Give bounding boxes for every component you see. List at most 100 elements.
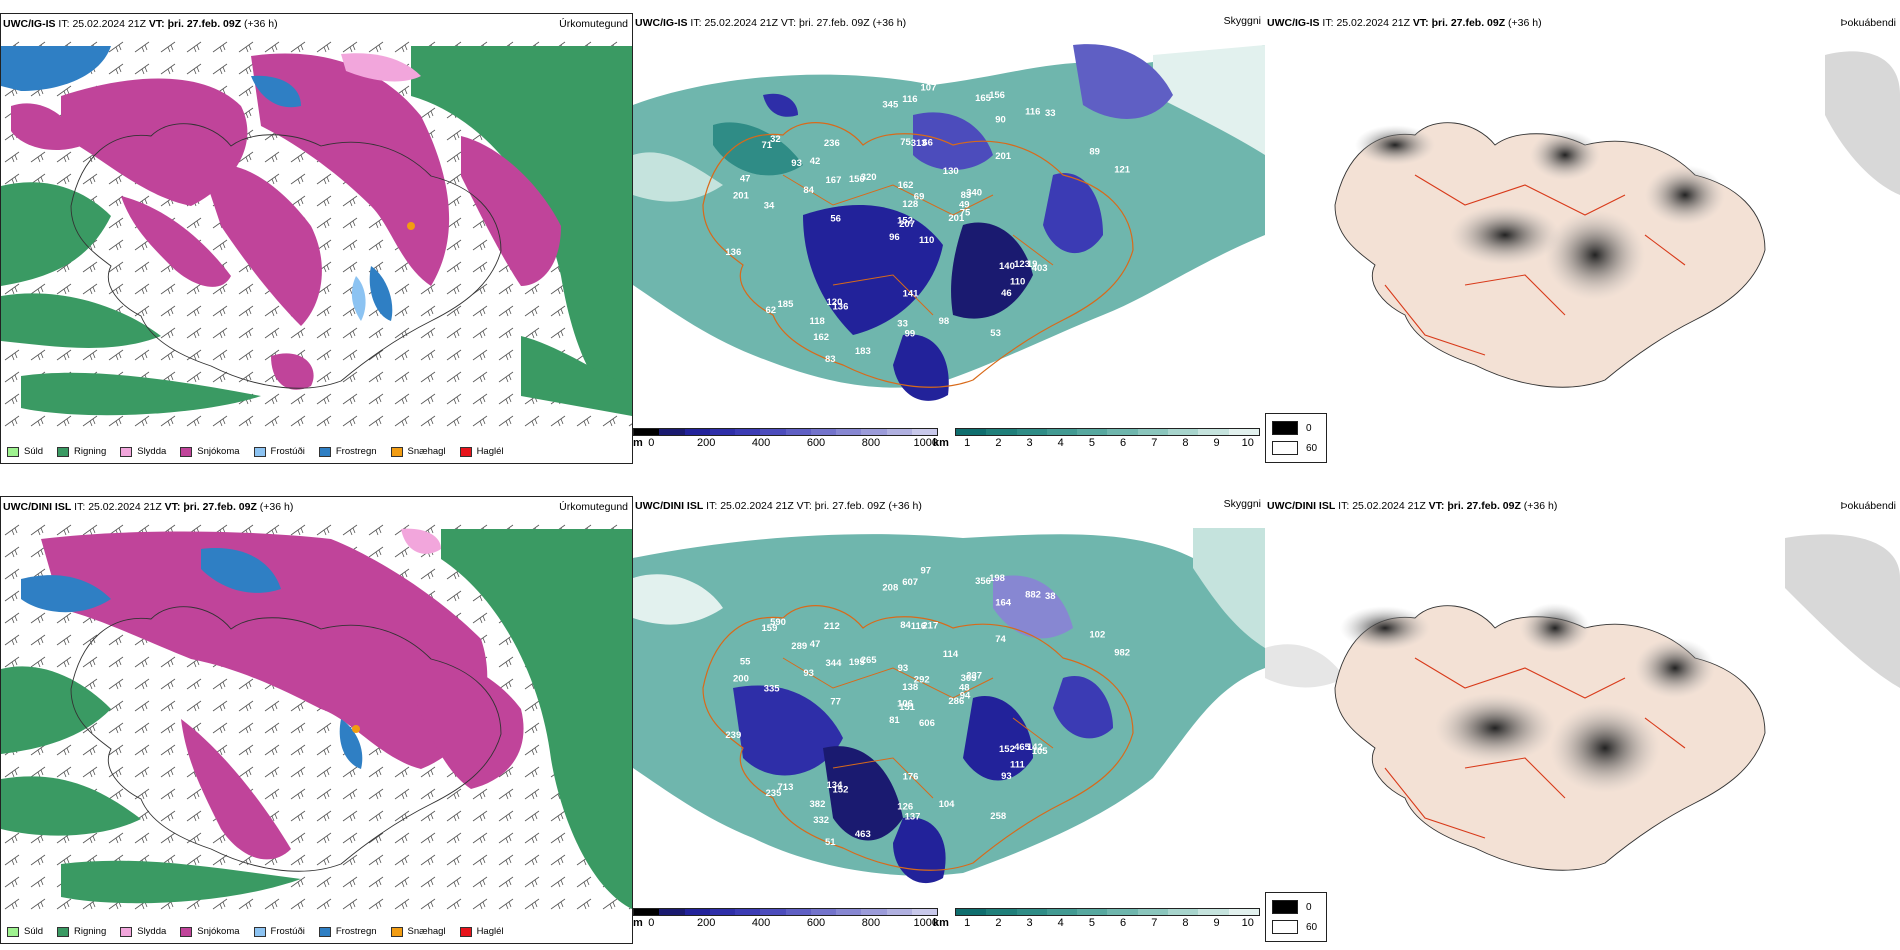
visibility-value-label: 340 — [966, 188, 982, 199]
cbar-segment — [1046, 429, 1078, 435]
cbar-tick-label: 5 — [1088, 437, 1095, 449]
legend-swatch — [57, 446, 70, 457]
vt-label: VT: — [780, 17, 797, 29]
vt-value: þri. 27.feb. 09Z — [167, 18, 242, 30]
visibility-map: 1107120783136156669020134962017513018532… — [633, 44, 1265, 401]
it-label: IT: — [58, 18, 70, 30]
legend-swatch — [253, 926, 266, 937]
legend-label: Slydda — [137, 446, 167, 457]
legend-swatch — [7, 926, 19, 937]
visibility-value-label: 93 — [1001, 771, 1012, 782]
visibility-value-label: 90 — [995, 114, 1006, 125]
legend-label: Snæhagl — [407, 446, 446, 457]
legend-label: Frostúði — [270, 926, 305, 937]
visibility-value-label: 69 — [914, 191, 925, 202]
cbar-ticks: 0 200 400 600 800 1000 — [633, 436, 938, 450]
cbar-segment — [986, 429, 1017, 435]
legend-item-slydda: Slydda — [120, 926, 166, 937]
visibility-value-label: 207 — [899, 219, 915, 230]
product-name: Þokuábendi — [1840, 17, 1896, 29]
visibility-value-label: 235 — [766, 788, 783, 799]
cbar-segment — [659, 909, 685, 915]
visibility-value-label: 93 — [803, 668, 814, 679]
cbar-segment — [1137, 429, 1169, 435]
model-name: UWC/IG-IS — [3, 18, 56, 30]
legend-swatch — [318, 926, 331, 937]
legend-label: Frostregn — [335, 926, 377, 937]
it-label: IT: — [1322, 17, 1334, 29]
legend-label: Frostúði — [270, 446, 305, 457]
cbar-tick-label: 200 — [697, 917, 716, 929]
visibility-value-label: 47 — [810, 639, 821, 650]
visibility-map: 606 159 151 305 152 198 217 164 286 335 81 74 84 114 7… — [633, 528, 1265, 884]
legend-swatch — [253, 446, 266, 457]
cbar-strip — [633, 908, 938, 916]
legend-item-frostudi: Frostúði — [253, 926, 305, 937]
cbar-segment — [1228, 429, 1259, 435]
visibility-value-label: 212 — [824, 621, 840, 632]
visibility-value-label: 97 — [921, 566, 932, 577]
visibility-value-label: 152 — [999, 744, 1015, 755]
fog-swatch — [1272, 920, 1298, 934]
cbar-tick-label: 8 — [1182, 917, 1189, 929]
vt-value: þri. 27.feb. 09Z — [183, 501, 257, 513]
legend-item-snaehagl: Snæhagl — [390, 446, 446, 457]
cbar-ticks: 1 2 3 4 5 6 7 8 9 10 — [955, 916, 1260, 930]
fog-legend-row: 60 — [1272, 917, 1320, 937]
cbar-tick-label: 6 — [1120, 917, 1127, 929]
legend-swatch — [318, 446, 331, 457]
vt-value: þri. 27.feb. 09Z — [1447, 500, 1521, 512]
visibility-value-label: 111 — [1010, 759, 1026, 770]
cbar-segment — [956, 429, 987, 435]
visibility-value-label: 110 — [1010, 276, 1025, 287]
visibility-value-label: 56 — [830, 214, 841, 225]
legend-item-sudd: Súld — [7, 446, 43, 457]
cbar-meters: 0 200 400 600 800 1000 m — [633, 428, 938, 450]
panel-header: UWC/IG-IS IT: 25.02.2024 21Z VT: þri. 27… — [635, 15, 1261, 29]
visibility-value-label: 335 — [764, 683, 781, 694]
visibility-value-label: 176 — [903, 772, 919, 783]
cbar-tick-label: 3 — [1026, 437, 1033, 449]
cbar-segment — [1077, 429, 1108, 435]
it-value: 25.02.2024 21Z — [88, 501, 162, 513]
fog-swatch — [1272, 421, 1298, 435]
visibility-value-label: 344 — [826, 658, 843, 669]
visibility-value-label: 42 — [810, 156, 821, 167]
cbar-tick-label: 9 — [1213, 437, 1220, 449]
legend-label: Snjókoma — [197, 446, 240, 457]
cbar-segment — [1168, 909, 1199, 915]
legend-swatch — [459, 926, 472, 937]
lead-time: (+36 h) — [1508, 17, 1542, 29]
cbar-tick-label: 6 — [1120, 437, 1127, 449]
visibility-value-label: 289 — [791, 641, 807, 652]
cbar-ticks: 0 200 400 600 800 1000 — [633, 916, 938, 930]
visibility-value-label: 465 — [1014, 742, 1031, 753]
product-name: Þokuábendi — [1840, 500, 1896, 512]
visibility-value-label: 93 — [791, 158, 802, 169]
legend-swatch — [7, 446, 19, 457]
cbar-tick-label: 800 — [861, 917, 881, 929]
visibility-value-label: 51 — [825, 837, 836, 848]
fog-legend-row: 0 — [1272, 418, 1320, 438]
cbar-segment — [1077, 909, 1108, 915]
visibility-value-label: 164 — [995, 597, 1012, 608]
cbar-segment — [709, 429, 735, 435]
visibility-value-label: 237 — [966, 671, 982, 682]
vt-value: þri. 27.feb. 09Z — [814, 500, 886, 512]
visibility-value-label: 81 — [889, 715, 900, 726]
cbar-tick-label: 400 — [751, 917, 771, 929]
visibility-value-label: 150 — [849, 174, 865, 185]
cbar-tick-label: 10 — [1241, 437, 1254, 449]
cbar-tick-label: 1 — [964, 917, 971, 929]
visibility-value-label: 195 — [849, 657, 866, 668]
lead-time: (+36 h) — [872, 17, 907, 29]
fog-legend: 0 60 — [1265, 413, 1327, 463]
legend-label: Snjókoma — [197, 926, 240, 937]
fog-legend: 0 60 — [1265, 892, 1327, 942]
visibility-value-label: 66 — [922, 138, 933, 149]
product-name: Skyggni — [1223, 15, 1261, 27]
visibility-value-label: 62 — [766, 305, 777, 316]
legend-swatch — [120, 446, 133, 457]
cbar-segment — [836, 909, 862, 915]
cbar-segment — [634, 909, 660, 915]
